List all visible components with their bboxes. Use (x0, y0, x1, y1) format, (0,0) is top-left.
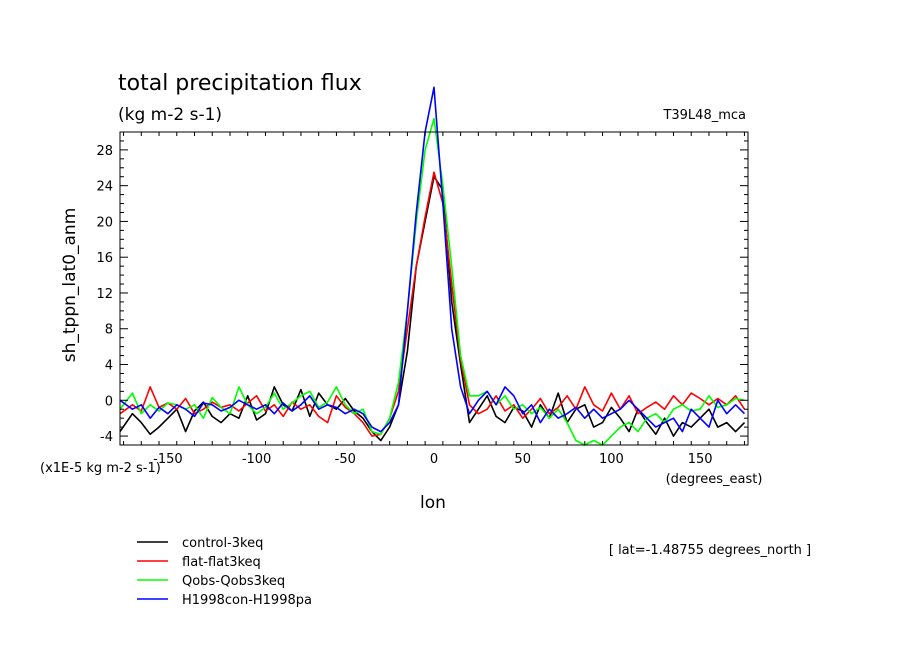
series-line-2 (119, 171, 746, 437)
x-axis-label: lon (420, 493, 446, 513)
latitude-note: [ lat=-1.48755 degrees_north ] (609, 543, 811, 558)
series-line-1 (119, 175, 746, 442)
model-label: T39L48_mca (662, 108, 746, 123)
legend-label-3: Qobs-Qobs3keq (182, 574, 285, 589)
x-tick-label: 0 (430, 452, 438, 467)
chart-subtitle: (kg m-2 s-1) (118, 105, 222, 125)
legend: control-3keq flat-flat3keq Qobs-Qobs3keq H1… (137, 536, 312, 608)
y-tick-label: 16 (96, 251, 113, 266)
y-tick-label: 20 (96, 215, 113, 230)
plot-frame (119, 131, 749, 446)
y-tick-label: 24 (96, 180, 113, 195)
y-tick-label: -4 (100, 430, 113, 445)
legend-label-1: control-3keq (182, 536, 263, 551)
x-tick-label: -150 (153, 452, 183, 467)
x-axis-units: (degrees_east) (666, 472, 763, 487)
x-tick-label: 50 (514, 452, 531, 467)
y-axis-label: sh_tppn_lat0_anm (60, 208, 80, 363)
plot-area: -150 -100 -50 0 50 100 150 -4 0 4 8 12 16 20 24 28 (96, 86, 749, 467)
x-tick-label: -50 (335, 452, 356, 467)
chart-title: total precipitation flux (118, 71, 362, 96)
y-tick-label: 12 (96, 287, 113, 302)
series-line-3 (119, 117, 745, 446)
y-tick-label: 28 (96, 144, 113, 159)
y-scale-note: (x1E-5 kg m-2 s-1) (40, 461, 161, 476)
x-tick-label: -100 (242, 452, 272, 467)
y-tick-label: 0 (105, 394, 113, 409)
legend-label-4: H1998con-H1998pa (182, 593, 312, 608)
y-tick-label: 8 (105, 323, 113, 338)
y-tick-label: 4 (105, 359, 113, 374)
legend-label-2: flat-flat3keq (182, 555, 261, 570)
x-tick-label: 100 (599, 452, 624, 467)
series-line-4 (119, 86, 746, 433)
x-tick-label: 150 (688, 452, 713, 467)
